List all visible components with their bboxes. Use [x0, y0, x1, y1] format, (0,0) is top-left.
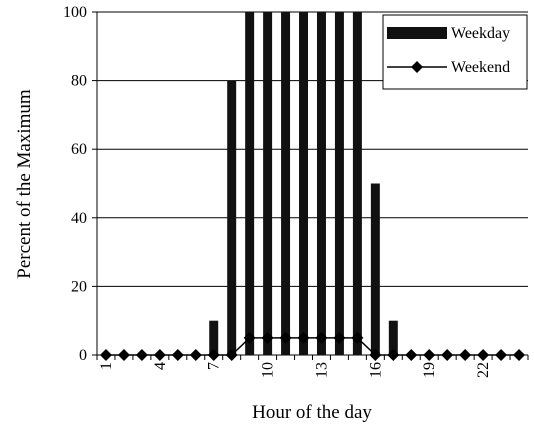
x-tick-label: 13: [313, 362, 330, 378]
x-axis-label: Hour of the day: [252, 402, 372, 423]
bar: [209, 320, 219, 355]
bar: [299, 12, 309, 355]
bar: [227, 80, 237, 355]
x-tick-label: 7: [206, 362, 223, 370]
bar: [245, 12, 255, 355]
legend-marker: [411, 61, 423, 73]
bar: [370, 183, 380, 355]
y-axis-label: Percent of the Maximum: [14, 89, 35, 279]
marker: [351, 331, 364, 344]
y-tick-label: 60: [71, 141, 87, 158]
marker: [153, 349, 166, 361]
bar: [352, 12, 362, 355]
x-tick-label: 16: [367, 362, 384, 378]
marker: [477, 349, 490, 361]
marker: [405, 349, 418, 361]
x-tick-label: 10: [260, 362, 277, 378]
marker: [117, 349, 130, 361]
marker: [441, 349, 454, 361]
marker: [261, 331, 274, 344]
y-tick-label: 40: [71, 210, 87, 227]
legend: Weekday Weekend: [382, 14, 528, 90]
marker: [225, 349, 238, 361]
marker: [171, 349, 184, 361]
legend-label: Weekday: [451, 25, 510, 42]
marker: [297, 331, 310, 344]
y-tick-label: 100: [63, 4, 87, 21]
bar: [334, 12, 344, 355]
y-tick-label: 0: [79, 347, 87, 364]
marker: [423, 349, 436, 361]
marker: [495, 349, 508, 361]
bar: [316, 12, 326, 355]
marker: [99, 349, 112, 361]
marker: [189, 349, 202, 361]
x-tick-label: 1: [98, 362, 115, 370]
line: [105, 337, 520, 356]
marker: [315, 331, 328, 344]
marker: [513, 349, 526, 361]
marker: [207, 349, 220, 361]
marker: [387, 349, 400, 361]
y-tick-label: 80: [71, 73, 87, 90]
bar: [281, 12, 291, 355]
marker: [369, 349, 382, 361]
legend-swatch: [387, 27, 447, 39]
marker: [279, 331, 292, 344]
x-tick-label: 19: [421, 362, 438, 378]
marker: [333, 331, 346, 344]
y-tick-label: 20: [71, 278, 87, 295]
x-tick-label: 4: [152, 362, 169, 370]
marker: [459, 349, 472, 361]
marker: [243, 331, 256, 344]
x-tick-label: 22: [475, 362, 492, 378]
bar: [263, 12, 273, 355]
marker: [135, 349, 148, 361]
bar: [388, 320, 398, 355]
legend-label: Weekend: [451, 59, 510, 76]
